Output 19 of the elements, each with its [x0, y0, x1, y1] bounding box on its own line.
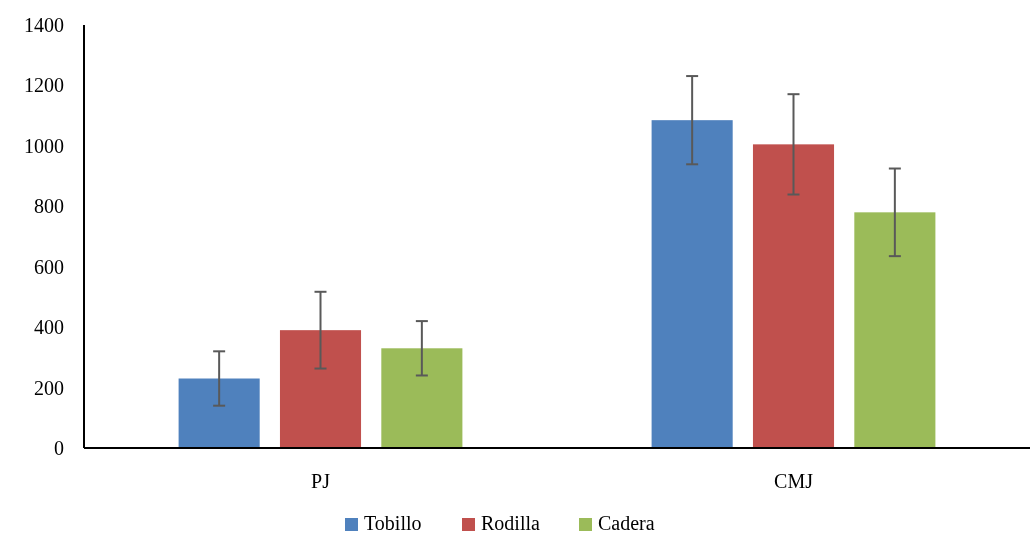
x-tick-label: CMJ [774, 470, 814, 492]
y-tick-label: 0 [54, 437, 64, 459]
y-tick-label: 600 [34, 255, 64, 278]
bar [279, 330, 362, 448]
bar [178, 378, 260, 448]
bar [854, 212, 936, 448]
x-tick-label: PJ [311, 470, 331, 492]
legend-label: Tobillo [364, 512, 422, 534]
y-tick-label: 1200 [24, 74, 64, 97]
y-tick-label: 800 [34, 195, 64, 218]
y-tick-label: 1400 [24, 14, 64, 36]
y-tick-label: 200 [34, 376, 64, 399]
bar [651, 120, 733, 448]
legend-label: Cadera [598, 512, 655, 534]
legend-label: Rodilla [481, 512, 541, 534]
y-tick-label: 1000 [24, 134, 64, 157]
bar [381, 348, 463, 448]
bar [752, 144, 835, 448]
y-tick-label: 400 [34, 316, 64, 339]
